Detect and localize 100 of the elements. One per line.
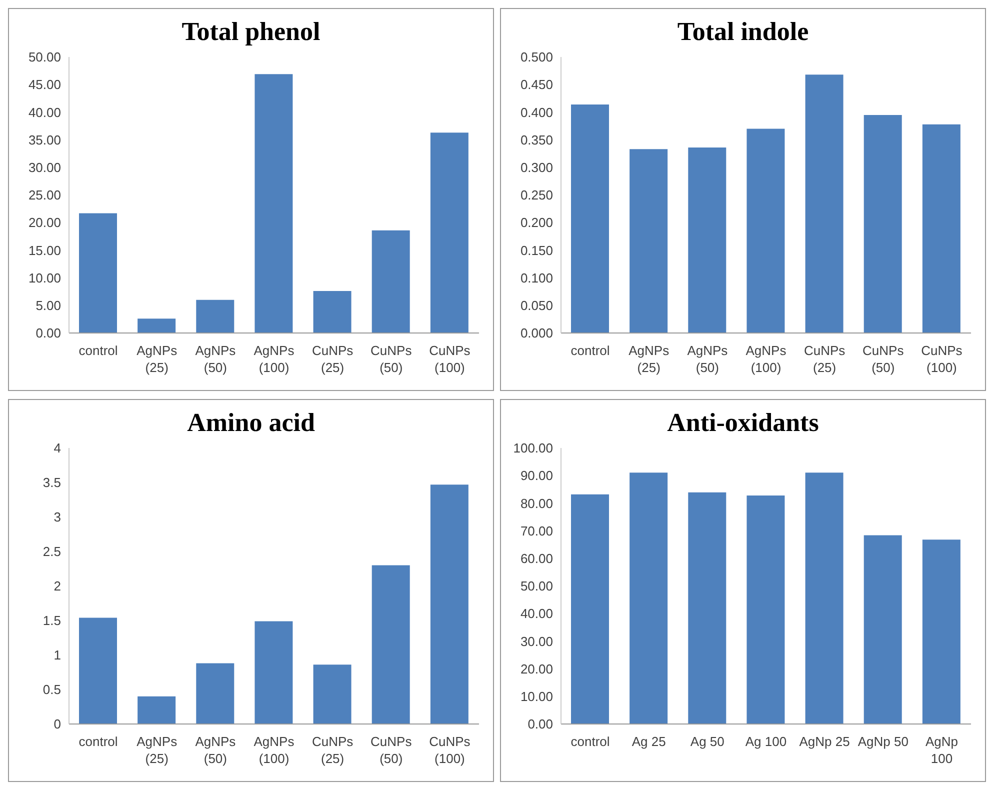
bar xyxy=(254,74,293,333)
bar xyxy=(372,230,410,333)
bar xyxy=(746,495,785,724)
y-tick-label: 0.00 xyxy=(528,716,553,732)
y-tick-label: 30.00 xyxy=(28,160,61,176)
y-tick-label: 20.00 xyxy=(28,215,61,230)
x-tick-label: Ag 25 xyxy=(632,734,666,749)
y-tick-label: 0.300 xyxy=(520,160,553,176)
x-tick-label: AgNPs (25) xyxy=(628,343,670,375)
x-tick-label: CuNPs (100) xyxy=(921,343,963,375)
y-tick-label: 0.050 xyxy=(520,298,553,314)
y-tick-label: 0.5 xyxy=(42,682,61,698)
x-tick-label: CuNPs (50) xyxy=(370,734,412,766)
y-tick-label: 10.00 xyxy=(28,270,61,286)
x-tick-label: AgNp 25 xyxy=(799,734,850,749)
y-tick-label: 0.000 xyxy=(520,326,553,341)
y-tick-label: 50.00 xyxy=(520,578,553,594)
y-tick-label: 3.5 xyxy=(42,475,61,490)
x-tick-label: control xyxy=(570,734,610,749)
y-tick-label: 40.00 xyxy=(28,104,61,120)
x-tick-label: CuNPs (25) xyxy=(312,343,354,375)
bar xyxy=(430,484,468,724)
bar xyxy=(922,540,960,724)
chart-title: Anti-oxidants xyxy=(666,408,820,439)
y-tick-label: 15.00 xyxy=(28,242,61,258)
y-tick-label: 0.500 xyxy=(520,50,553,65)
y-tick-label: 25.00 xyxy=(28,188,61,203)
bar xyxy=(196,300,234,333)
bar xyxy=(688,148,726,333)
bar xyxy=(79,618,117,724)
y-tick-label: 1.5 xyxy=(42,613,61,628)
bar xyxy=(630,149,668,333)
bar xyxy=(79,213,117,333)
x-tick-label: CuNPs (25) xyxy=(804,343,846,375)
y-tick-label: 0.350 xyxy=(520,132,553,148)
y-tick-label: 20.00 xyxy=(520,661,553,676)
x-tick-label: control xyxy=(570,343,610,358)
x-tick-label: AgNp 100 xyxy=(925,734,958,766)
y-tick-label: 80.00 xyxy=(520,496,553,511)
bar xyxy=(313,291,352,333)
y-tick-label: 40.00 xyxy=(520,606,553,622)
bar xyxy=(430,132,468,333)
y-tick-label: 2 xyxy=(54,578,61,594)
x-tick-label: AgNp 50 xyxy=(858,734,908,749)
y-tick-label: 0.150 xyxy=(520,242,553,258)
y-tick-label: 30.00 xyxy=(520,634,553,649)
x-tick-label: CuNPs (100) xyxy=(429,734,471,766)
x-tick-label: CuNPs (25) xyxy=(312,734,354,766)
y-tick-label: 100.00 xyxy=(513,440,553,456)
bar xyxy=(746,128,785,333)
x-tick-label: AgNPs (100) xyxy=(254,734,295,766)
bar xyxy=(864,114,902,333)
y-tick-label: 2.5 xyxy=(42,544,61,560)
x-tick-label: AgNPs (50) xyxy=(195,734,236,766)
bar xyxy=(196,663,234,724)
y-tick-label: 35.00 xyxy=(28,132,61,148)
bar xyxy=(688,492,726,724)
x-tick-label: AgNPs (100) xyxy=(254,343,295,375)
bar xyxy=(254,621,293,724)
x-tick-label: control xyxy=(78,343,118,358)
bar xyxy=(805,472,844,724)
y-tick-label: 0.400 xyxy=(520,104,553,120)
y-tick-label: 90.00 xyxy=(520,468,553,484)
bar xyxy=(571,494,609,724)
x-tick-label: control xyxy=(78,734,118,749)
x-tick-label: CuNPs (50) xyxy=(370,343,412,375)
y-tick-label: 0.200 xyxy=(520,215,553,230)
y-tick-label: 0.00 xyxy=(36,326,61,341)
bar xyxy=(372,565,410,724)
bar xyxy=(805,74,844,333)
x-tick-label: AgNPs (25) xyxy=(136,734,178,766)
bar xyxy=(138,696,176,724)
y-tick-label: 3 xyxy=(54,510,61,525)
y-tick-label: 50.00 xyxy=(28,50,61,65)
y-tick-label: 60.00 xyxy=(520,551,553,566)
bar xyxy=(313,664,352,724)
y-tick-label: 0.450 xyxy=(520,77,553,92)
x-tick-label: Ag 50 xyxy=(690,734,724,749)
bar xyxy=(630,472,668,724)
x-tick-label: AgNPs (25) xyxy=(136,343,178,375)
x-tick-label: CuNPs (50) xyxy=(862,343,904,375)
y-tick-label: 0.100 xyxy=(520,270,553,286)
bar xyxy=(138,318,176,333)
y-tick-label: 45.00 xyxy=(28,77,61,92)
chart-title: Amino acid xyxy=(186,408,316,439)
y-tick-label: 0.250 xyxy=(520,188,553,203)
y-tick-label: 70.00 xyxy=(520,523,553,538)
y-tick-label: 4 xyxy=(54,440,61,456)
y-tick-label: 10.00 xyxy=(520,689,553,704)
x-tick-label: AgNPs (50) xyxy=(195,343,236,375)
x-tick-label: Ag 100 xyxy=(745,734,787,749)
bar xyxy=(864,535,902,724)
bar xyxy=(922,124,960,333)
x-tick-label: AgNPs (50) xyxy=(687,343,728,375)
x-tick-label: AgNPs (100) xyxy=(746,343,787,375)
y-tick-label: 0 xyxy=(54,716,61,732)
chart-title: Total phenol xyxy=(180,17,322,48)
y-tick-label: 1 xyxy=(54,648,61,663)
bar xyxy=(571,104,609,333)
x-tick-label: CuNPs (100) xyxy=(429,343,471,375)
